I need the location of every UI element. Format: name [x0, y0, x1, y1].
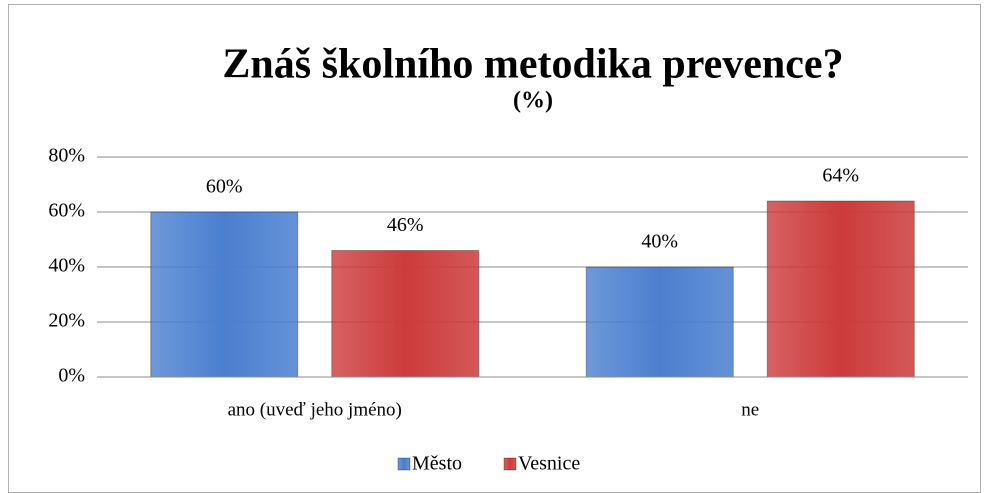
bar	[585, 266, 734, 378]
data-label: 60%	[206, 176, 243, 198]
bar	[331, 250, 480, 378]
legend-swatch	[503, 457, 517, 471]
y-tick-label: 20%	[48, 310, 85, 332]
y-tick-label: 80%	[48, 145, 85, 167]
legend-label: Město	[412, 453, 462, 475]
data-label: 64%	[822, 165, 859, 187]
legend-swatch	[397, 457, 411, 471]
chart-subtitle: (%)	[513, 88, 553, 114]
y-tick-label: 60%	[48, 200, 85, 222]
data-label: 40%	[641, 231, 678, 253]
x-tick-label: ne	[741, 399, 759, 420]
y-tick-label: 0%	[58, 365, 85, 387]
data-label: 46%	[387, 214, 424, 236]
bar	[150, 211, 299, 378]
legend-label: Vesnice	[518, 453, 580, 475]
x-tick-label: ano (uveď jeho jméno)	[228, 399, 402, 420]
chart-title: Znáš školního metodika prevence?	[222, 42, 843, 88]
y-tick-label: 40%	[48, 255, 85, 277]
bar	[766, 200, 915, 378]
